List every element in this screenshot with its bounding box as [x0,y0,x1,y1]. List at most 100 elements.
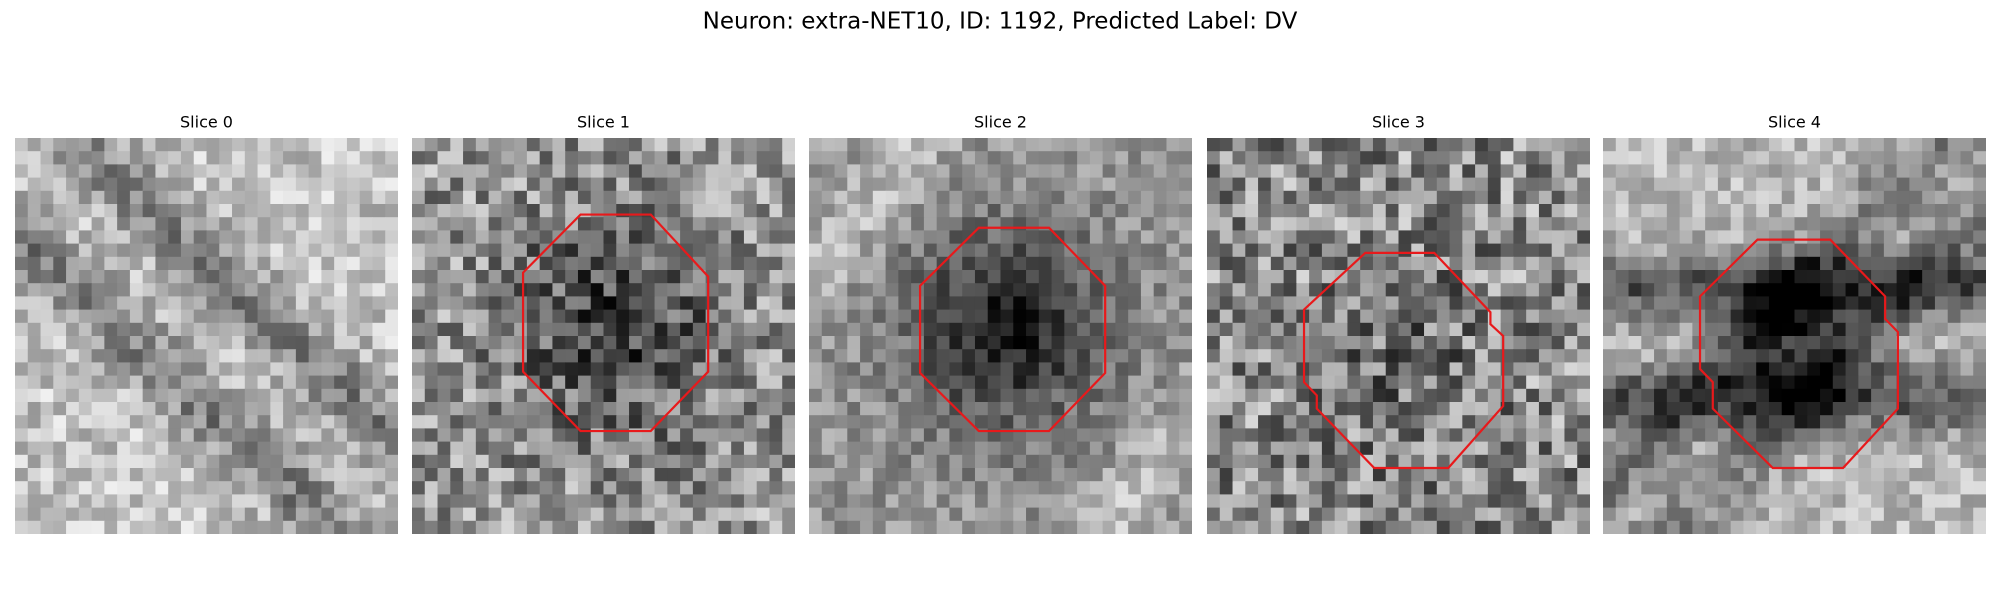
pixel [334,454,348,469]
pixel [680,402,694,416]
pixel [1462,270,1476,284]
pixel [1705,138,1719,152]
pixel [424,296,439,311]
pixel [1934,138,1949,152]
pixel [949,441,963,456]
pixel [923,217,938,231]
pixel [155,283,169,297]
pixel [526,138,541,152]
pixel [809,177,823,192]
pixel [463,520,477,534]
pixel [1820,190,1834,205]
pixel [1577,507,1590,522]
pixel [1219,520,1234,534]
pixel [987,177,1002,192]
pixel [1153,309,1167,324]
pixel [424,230,439,245]
pixel [244,388,259,403]
pixel [1334,243,1348,258]
pixel [1207,520,1221,534]
pixel [1934,468,1949,482]
pixel [834,388,848,403]
pixel [705,441,719,456]
pixel [1564,204,1578,218]
pixel [962,481,976,495]
pixel [641,151,656,165]
pixel [1026,177,1040,192]
pixel [1360,520,1374,534]
pixel [974,441,989,456]
pixel [1577,296,1590,311]
pixel [104,481,118,495]
neuron-outline [920,228,1105,431]
pixel [1347,138,1361,152]
pixel [743,322,758,337]
pixel [66,322,80,337]
pixel [1360,164,1374,179]
pixel [1743,243,1757,258]
pixel [66,388,80,403]
pixel [53,283,67,297]
pixel [1845,441,1859,456]
pixel [898,375,912,390]
pixel [1947,428,1961,443]
pixel [1334,177,1348,192]
pixel [654,283,668,297]
pixel [1717,151,1732,165]
pixel [1051,402,1065,416]
pixel [1013,204,1027,218]
pixel [692,402,707,416]
pixel [1372,230,1387,245]
pixel [1000,336,1014,350]
pixel [117,296,131,311]
pixel [283,256,297,271]
pixel [1666,375,1681,390]
pixel [1077,243,1091,258]
pixel [1500,322,1514,337]
pixel [692,520,707,534]
pixel [1026,204,1040,218]
pixel [718,494,732,509]
pixel [949,190,963,205]
pixel [15,388,29,403]
pixel [1960,322,1974,337]
pixel [1296,283,1310,297]
pixel [412,375,426,390]
pixel [923,243,938,258]
pixel [821,454,836,469]
pixel [1449,507,1463,522]
pixel [78,494,93,509]
pixel [577,270,592,284]
pixel [1140,520,1155,534]
pixel [743,283,758,297]
pixel [526,230,541,245]
pixel [1245,520,1259,534]
pixel [629,454,643,469]
pixel [15,151,29,165]
pixel [1871,336,1885,350]
pixel [1666,270,1681,284]
pixel [1296,243,1310,258]
pixel [283,362,297,377]
pixel [334,151,348,165]
pixel [692,428,707,443]
pixel [1077,336,1091,350]
pixel [1500,204,1514,218]
pixel [1781,296,1796,311]
pixel [692,481,707,495]
pixel [1692,507,1706,522]
pixel [27,494,42,509]
pixel [860,481,874,495]
pixel [1692,283,1706,297]
pixel [872,151,887,165]
pixel [1219,375,1234,390]
pixel [142,190,156,205]
pixel [1500,230,1514,245]
pixel [1089,230,1104,245]
pixel [1000,151,1014,165]
pixel [1896,375,1910,390]
pixel [1449,336,1463,350]
pixel [834,283,848,297]
pixel [334,270,348,284]
pixel [180,309,195,324]
